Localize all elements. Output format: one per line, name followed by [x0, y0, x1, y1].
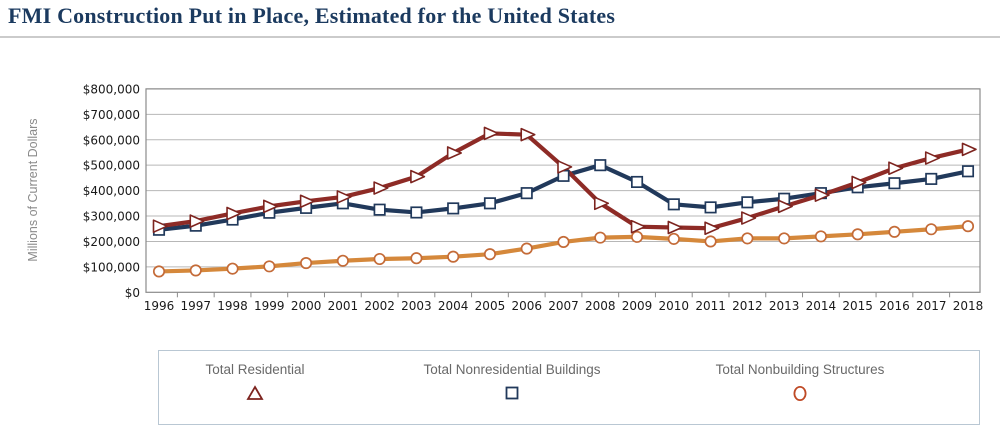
svg-text:2002: 2002 — [364, 299, 395, 313]
svg-text:1996: 1996 — [144, 299, 175, 313]
svg-text:1999: 1999 — [254, 299, 285, 313]
svg-text:2012: 2012 — [732, 299, 763, 313]
svg-text:$700,000: $700,000 — [83, 108, 140, 122]
legend-box — [158, 350, 980, 425]
svg-text:2003: 2003 — [401, 299, 432, 313]
svg-text:2014: 2014 — [806, 299, 837, 313]
svg-text:1997: 1997 — [180, 299, 211, 313]
svg-text:$100,000: $100,000 — [83, 260, 140, 274]
svg-text:2006: 2006 — [511, 299, 542, 313]
svg-text:2011: 2011 — [695, 299, 726, 313]
svg-text:1998: 1998 — [217, 299, 248, 313]
svg-text:$400,000: $400,000 — [83, 184, 140, 198]
svg-text:$500,000: $500,000 — [83, 159, 140, 173]
circle-icon — [793, 386, 807, 401]
svg-text:2010: 2010 — [659, 299, 690, 313]
svg-text:2015: 2015 — [842, 299, 873, 313]
legend-item-nonbuilding: Total Nonbuilding Structures — [670, 362, 930, 402]
svg-text:2008: 2008 — [585, 299, 616, 313]
svg-text:$800,000: $800,000 — [83, 82, 140, 96]
y-axis-title: Millions of Current Dollars — [26, 118, 40, 262]
svg-text:2000: 2000 — [291, 299, 322, 313]
svg-text:2001: 2001 — [328, 299, 359, 313]
svg-text:2013: 2013 — [769, 299, 800, 313]
line-chart: $0 $100,000 $200,000 $300,000 $400,000 $500,0… — [83, 82, 984, 313]
svg-text:$300,000: $300,000 — [83, 210, 140, 224]
svg-text:2017: 2017 — [916, 299, 947, 313]
svg-text:2016: 2016 — [879, 299, 910, 313]
legend-item-nonresidential: Total Nonresidential Buildings — [382, 362, 642, 401]
legend-item-residential: Total Residential — [125, 362, 385, 401]
svg-text:2005: 2005 — [475, 299, 506, 313]
svg-text:$0: $0 — [125, 286, 140, 300]
square-icon — [505, 386, 519, 400]
svg-text:2007: 2007 — [548, 299, 579, 313]
svg-text:$600,000: $600,000 — [83, 133, 140, 147]
legend-label: Total Nonbuilding Structures — [715, 362, 885, 377]
title-underline — [0, 36, 1000, 38]
page-title: FMI Construction Put in Place, Estimated… — [8, 3, 616, 28]
legend-label: Total Nonresidential Buildings — [423, 362, 601, 377]
triangle-icon — [246, 385, 264, 400]
svg-text:2009: 2009 — [622, 299, 653, 313]
svg-text:2018: 2018 — [953, 299, 984, 313]
svg-text:2004: 2004 — [438, 299, 469, 313]
legend-label: Total Residential — [205, 362, 305, 377]
svg-text:$200,000: $200,000 — [83, 235, 140, 249]
